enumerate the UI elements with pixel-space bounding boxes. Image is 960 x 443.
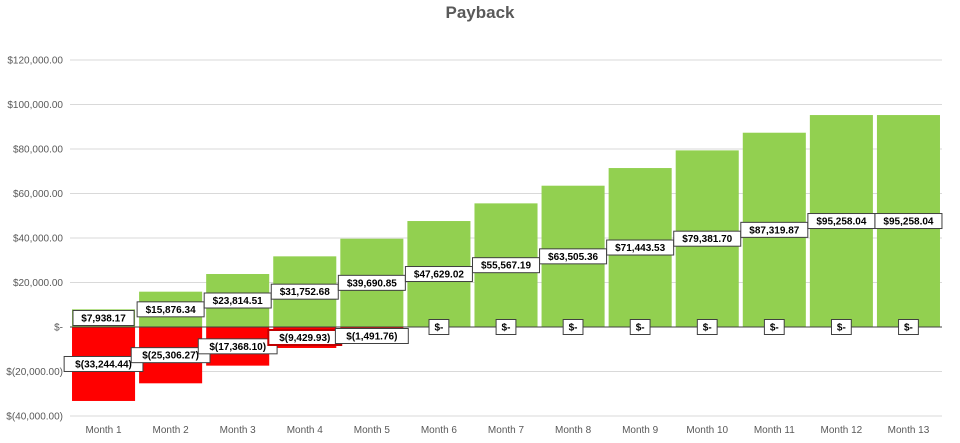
data-label-cumulative: $87,319.87: [749, 225, 799, 236]
data-label-cumulative-box: [606, 239, 675, 256]
data-label-cumulative: $23,814.51: [213, 296, 263, 307]
data-label-cumulative: $95,258.04: [883, 217, 933, 228]
data-label-balance: $-: [502, 323, 511, 334]
data-label-cumulative: $55,567.19: [481, 261, 531, 272]
data-label-balance-box: [696, 319, 718, 335]
data-label-balance: $-: [904, 323, 913, 334]
data-label-cumulative-box: [874, 213, 943, 230]
x-tick-label: Month 1: [85, 425, 122, 436]
y-tick-label: $-: [54, 323, 63, 334]
data-label-balance: $-: [837, 323, 846, 334]
data-label-balance-box: [334, 328, 409, 344]
data-label-cumulative: $63,505.36: [548, 252, 598, 263]
data-label-balance: $(33,244.44): [75, 359, 132, 370]
x-tick-label: Month 12: [821, 425, 863, 436]
x-tick-label: Month 4: [287, 425, 324, 436]
y-tick-label: $120,000.00: [7, 56, 63, 67]
data-label-cumulative-box: [740, 221, 809, 238]
x-tick-label: Month 7: [488, 425, 525, 436]
data-label-balance-box: [562, 319, 584, 335]
data-label-cumulative: $71,443.53: [615, 243, 665, 254]
y-tick-label: $(40,000.00): [6, 412, 63, 423]
data-label-balance: $-: [703, 323, 712, 334]
data-label-cumulative-box: [270, 283, 339, 300]
x-tick-label: Month 8: [555, 425, 592, 436]
data-label-balance-box: [629, 319, 651, 335]
data-label-cumulative: $39,690.85: [347, 278, 397, 289]
data-label-cumulative: $15,876.34: [146, 305, 196, 316]
data-label-cumulative: $47,629.02: [414, 270, 464, 281]
data-label-cumulative-box: [72, 310, 135, 326]
data-label-balance: $(25,306.27): [142, 351, 199, 362]
y-tick-label: $40,000.00: [13, 234, 63, 245]
data-label-cumulative-box: [203, 292, 272, 309]
y-tick-label: $(20,000.00): [6, 367, 63, 378]
data-label-balance: $(1,491.76): [346, 332, 397, 343]
x-tick-label: Month 9: [622, 425, 659, 436]
data-label-balance: $(9,429.93): [279, 333, 330, 344]
data-label-balance-box: [898, 319, 919, 335]
data-label-balance-box: [197, 338, 278, 355]
data-label-balance: $-: [569, 323, 578, 334]
data-label-balance: $-: [636, 323, 645, 334]
x-tick-label: Month 10: [686, 425, 728, 436]
data-label-cumulative-box: [472, 257, 540, 274]
data-label-balance: $-: [770, 323, 779, 334]
data-label-balance-box: [763, 319, 785, 335]
data-label-cumulative-box: [539, 248, 608, 265]
data-label-balance-box: [495, 319, 517, 335]
y-tick-label: $80,000.00: [13, 145, 63, 156]
data-label-cumulative-box: [404, 266, 473, 283]
x-tick-label: Month 3: [220, 425, 257, 436]
data-label-balance-box: [63, 355, 144, 372]
data-label-cumulative-box: [673, 230, 742, 247]
data-label-cumulative: $31,752.68: [280, 287, 330, 298]
data-label-cumulative-box: [136, 301, 205, 318]
x-tick-label: Month 2: [153, 425, 190, 436]
x-tick-label: Month 5: [354, 425, 391, 436]
data-label-cumulative: $95,258.04: [816, 217, 866, 228]
x-tick-label: Month 6: [421, 425, 458, 436]
x-tick-label: Month 13: [888, 425, 930, 436]
data-label-balance: $-: [434, 323, 443, 334]
data-label-cumulative: $7,938.17: [81, 314, 126, 325]
x-tick-label: Month 11: [754, 425, 795, 436]
chart-title: Payback: [445, 3, 515, 22]
data-label-balance: $(17,368.10): [209, 342, 266, 353]
data-label-balance-box: [428, 319, 450, 335]
data-label-balance-box: [830, 319, 852, 335]
y-tick-label: $100,000.00: [7, 100, 63, 111]
y-tick-label: $20,000.00: [13, 278, 63, 289]
y-tick-label: $60,000.00: [13, 189, 63, 200]
data-label-cumulative-box: [337, 274, 406, 291]
data-label-balance-box: [130, 347, 211, 364]
data-label-cumulative: $79,381.70: [682, 234, 732, 245]
